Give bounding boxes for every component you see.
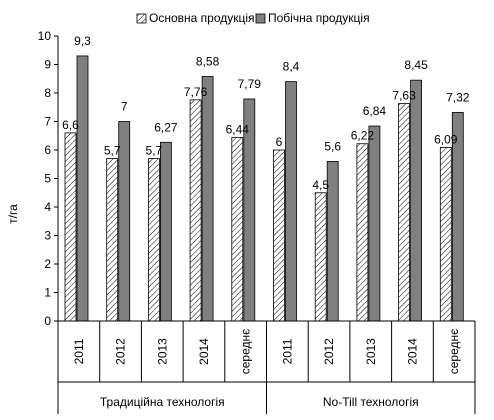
data-label-by: 7	[121, 100, 128, 114]
x-axis: 2011 2012 2013 2014 середнє 2011 2012 2013 2014 с…	[57, 320, 476, 414]
y-axis-label: т/га	[6, 204, 20, 224]
legend-swatch-by	[255, 13, 266, 24]
x-group-label: Традиційна технологія	[100, 395, 225, 409]
data-label-main: 5,7	[146, 144, 163, 158]
y-tick-label: 6	[44, 143, 51, 157]
x-category-label: середнє	[239, 329, 253, 375]
x-category-label: 2012	[114, 338, 128, 365]
bar-main	[398, 103, 411, 322]
x-category-label: середнє	[447, 329, 461, 375]
y-tick-label: 4	[44, 200, 51, 214]
data-label-by: 9,3	[74, 34, 91, 48]
data-label-by: 8,58	[196, 54, 220, 68]
data-label-main: 6,09	[434, 132, 458, 146]
y-tick-label: 0	[44, 314, 51, 328]
data-label-main: 6,44	[226, 122, 250, 136]
bar-main	[147, 158, 160, 322]
bar-by	[368, 125, 381, 322]
data-label-by: 7,32	[446, 90, 470, 104]
legend-swatch-main	[136, 13, 147, 24]
x-category-label: 2012	[322, 338, 336, 365]
bar-by	[201, 76, 214, 322]
x-category-label: 2013	[364, 338, 378, 365]
data-label-by: 5,6	[324, 139, 341, 153]
data-label-main: 6,6	[62, 118, 79, 132]
y-tick-label: 2	[44, 257, 51, 271]
legend-label-main: Основна продукція	[149, 11, 255, 25]
bars	[64, 55, 464, 322]
x-group-label: No-Till технологія	[323, 395, 419, 409]
data-label-main: 7,76	[184, 85, 208, 99]
data-label-by: 6,84	[363, 104, 387, 118]
data-label-by: 8,45	[404, 58, 428, 72]
data-label-main: 4,5	[312, 178, 329, 192]
bar-by	[410, 79, 423, 322]
y-tick-label: 7	[44, 115, 51, 129]
y-tick-label: 1	[44, 286, 51, 300]
x-category-label: 2014	[197, 338, 211, 365]
bar-main	[439, 147, 452, 322]
bar-main	[356, 143, 369, 322]
data-label-by: 6,27	[154, 120, 178, 134]
bar-main	[273, 149, 285, 322]
bar-by	[159, 141, 172, 322]
x-category-label: 2014	[405, 338, 419, 365]
bar-by	[285, 81, 297, 322]
data-label-by: 8,4	[283, 60, 300, 74]
bar-main	[106, 158, 119, 322]
legend: Основна продукція Побічна продукція	[136, 11, 370, 25]
bar-main	[64, 132, 77, 322]
y-tick-label: 5	[44, 172, 51, 186]
y-tick-label: 9	[44, 58, 51, 72]
data-labels: 6,6 9,3 5,7 7 5,7 6,27 7,76 8,58 6,44 7,79 6 8,4 4,5…	[62, 34, 470, 192]
data-label-main: 6,22	[351, 129, 375, 143]
data-label-by: 7,79	[238, 77, 262, 91]
y-tick-label: 8	[44, 86, 51, 100]
y-axis: 0 1 2 3 4 5 6 7 8 9 10	[38, 29, 59, 328]
legend-label-by: Побічна продукція	[268, 11, 370, 25]
bar-by	[76, 55, 89, 322]
bar-main	[314, 192, 327, 322]
y-tick-label: 10	[38, 29, 52, 43]
data-label-main: 6	[276, 135, 283, 149]
x-category-label: 2013	[155, 338, 169, 365]
x-category-label: 2011	[280, 338, 294, 364]
x-category-label: 2011	[72, 338, 86, 364]
data-label-main: 5,7	[104, 144, 121, 158]
data-label-main: 7,63	[392, 89, 416, 103]
y-tick-label: 3	[44, 229, 51, 243]
bar-main	[189, 99, 202, 322]
bar-main	[231, 137, 244, 322]
